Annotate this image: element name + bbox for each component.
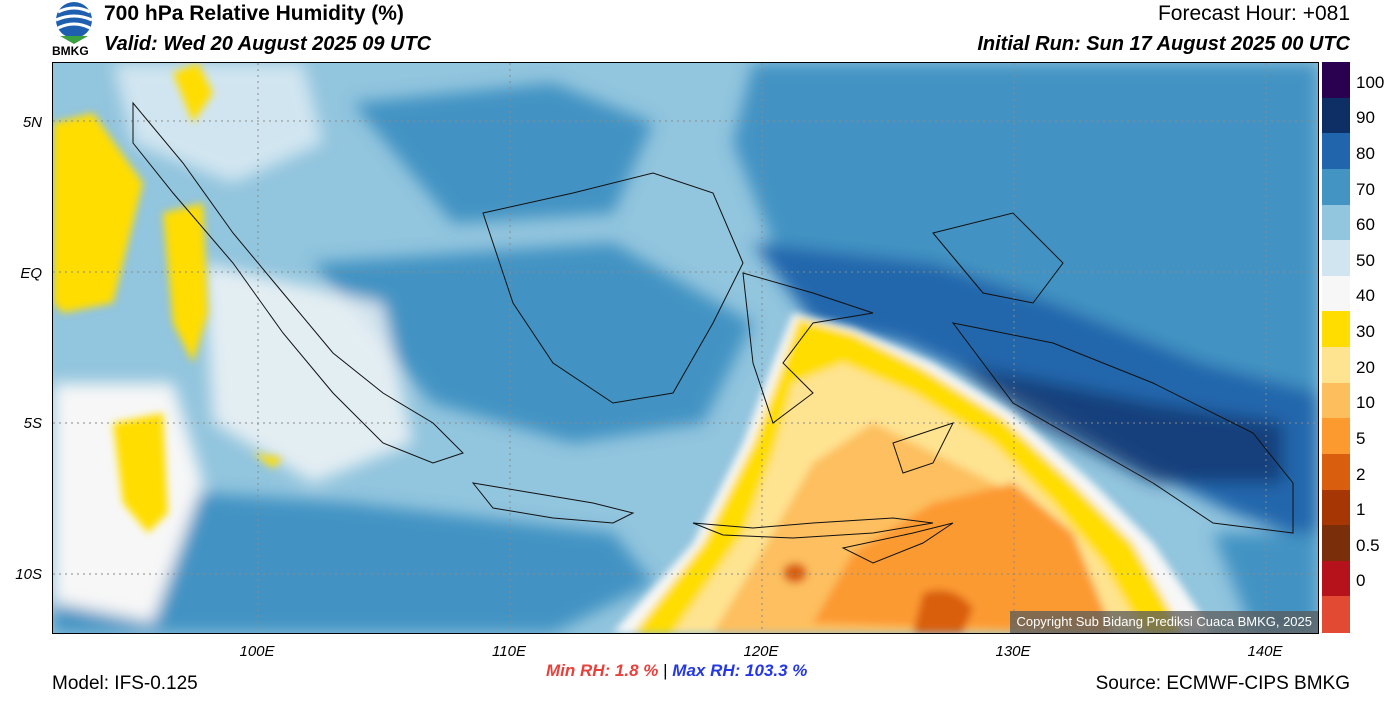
colorbar-label: 80 (1356, 143, 1375, 163)
initial-run: Initial Run: Sun 17 August 2025 00 UTC (977, 33, 1350, 55)
lat-label-eq: EQ (20, 265, 42, 282)
logo-text: BMKG (52, 44, 89, 58)
colorbar (1322, 62, 1350, 633)
colorbar-segment (1322, 168, 1350, 205)
lon-label-100e: 100E (239, 643, 275, 660)
colorbar-label: 50 (1356, 250, 1375, 270)
forecast-hour: Forecast Hour: +081 (1157, 2, 1350, 25)
rh-stats: Min RH: 1.8 % | Max RH: 103.3 % (546, 661, 807, 681)
colorbar-segment (1322, 525, 1350, 562)
colorbar-label: 0.5 (1356, 535, 1380, 555)
colorbar-segment (1322, 204, 1350, 241)
source-label: Source: ECMWF-CIPS BMKG (1095, 673, 1350, 694)
colorbar-segment (1322, 489, 1350, 526)
humidity-field (53, 63, 1318, 633)
coastlines (132, 101, 1294, 564)
stats-separator: | (663, 661, 668, 680)
colorbar-label: 30 (1356, 322, 1375, 341)
lat-label-5s: 5S (23, 415, 42, 432)
bmkg-logo-icon (55, 2, 93, 44)
colorbar-segment (1322, 311, 1350, 348)
bmkg-logo: BMKG (50, 0, 100, 60)
colorbar-segment (1322, 133, 1350, 170)
colorbar-label: 1 (1356, 500, 1366, 520)
colorbar-segment (1322, 347, 1350, 384)
map-title: 700 hPa Relative Humidity (%) (104, 2, 404, 25)
colorbar-segment (1322, 382, 1350, 419)
colorbar-segment (1322, 453, 1350, 490)
colorbar-segment (1322, 62, 1350, 99)
lon-label-110e: 110E (492, 643, 526, 660)
max-rh: Max RH: 103.3 % (672, 661, 808, 680)
valid-time: Valid: Wed 20 August 2025 09 UTC (104, 33, 432, 55)
colorbar-segment (1322, 240, 1350, 277)
colorbar-label: 20 (1356, 357, 1375, 377)
lat-label-5n: 5N (22, 114, 42, 131)
colorbar-label: 40 (1356, 286, 1375, 306)
lon-label-140e: 140E (1247, 643, 1283, 660)
model-label: Model: IFS-0.125 (52, 673, 198, 694)
colorbar-label: 2 (1356, 464, 1366, 484)
colorbar-label: 60 (1356, 215, 1375, 235)
colorbar-label: 0 (1356, 571, 1366, 591)
humidity-map: Copyright Sub Bidang Prediksi Cuaca BMKG… (52, 62, 1319, 634)
colorbar-segment (1322, 275, 1350, 312)
colorbar-segment (1322, 97, 1350, 134)
colorbar-label: 100 (1356, 72, 1385, 92)
colorbar-segment (1322, 560, 1350, 597)
colorbar-segment (1322, 418, 1350, 455)
lat-label-10s: 10S (15, 566, 42, 583)
colorbar-label: 90 (1356, 108, 1375, 128)
colorbar-label: 70 (1356, 179, 1375, 199)
lon-label-130e: 130E (995, 643, 1031, 660)
colorbar-label: 10 (1356, 393, 1375, 413)
min-rh: Min RH: 1.8 % (546, 661, 659, 680)
colorbar-segment (1322, 596, 1350, 633)
colorbar-label: 5 (1356, 428, 1366, 448)
copyright-notice: Copyright Sub Bidang Prediksi Cuaca BMKG… (1010, 611, 1318, 633)
lon-label-120e: 120E (743, 643, 779, 660)
